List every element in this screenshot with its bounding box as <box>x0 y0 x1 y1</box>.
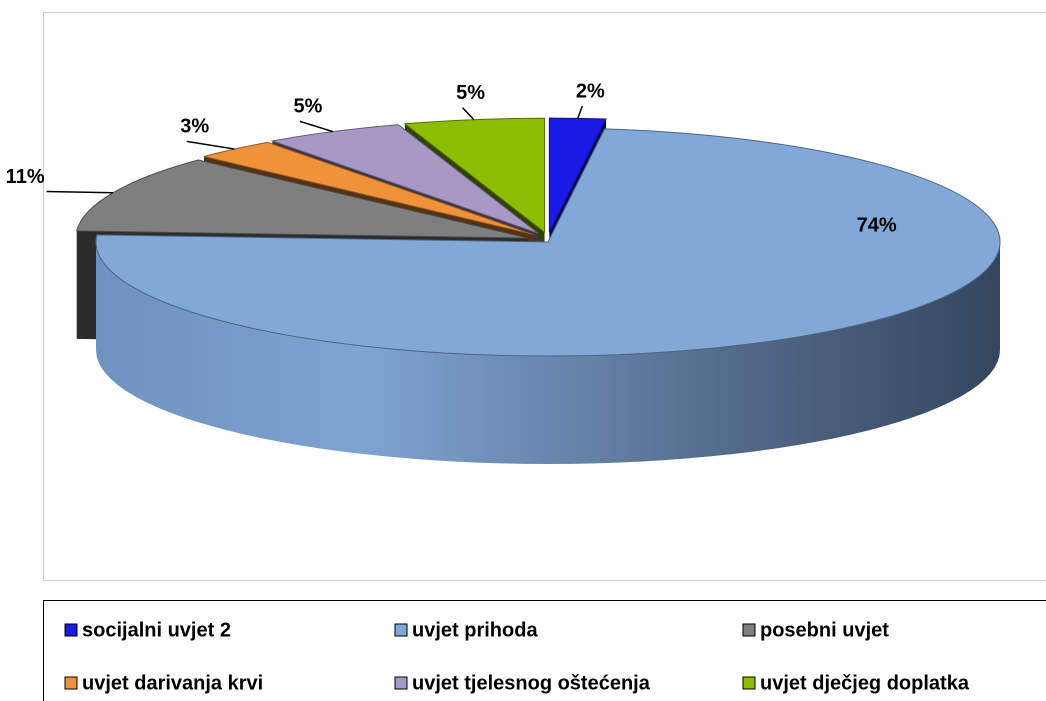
legend-label: uvjet tjelesnog oštećenja <box>412 672 651 694</box>
legend-label: uvjet dječjeg doplatka <box>760 672 970 694</box>
leader-line <box>461 107 475 121</box>
legend-label: uvjet darivanja krvi <box>82 672 263 694</box>
data-label: 74% <box>857 215 897 237</box>
legend-label: uvjet prihoda <box>412 619 538 641</box>
leader-line <box>186 140 235 150</box>
leader-line <box>299 120 334 133</box>
pie: 2% 5% 5% 3% 11% 74% <box>6 80 1001 464</box>
legend-swatch <box>394 676 408 690</box>
plot-area <box>43 12 1046 581</box>
legend-swatch <box>394 623 408 637</box>
legend-label: socijalni uvjet 2 <box>82 619 231 641</box>
data-label: 5% <box>294 96 323 118</box>
slice-top <box>76 159 528 239</box>
leader-line <box>577 105 584 119</box>
legend-swatch <box>742 676 756 690</box>
legend-box <box>43 600 1046 701</box>
data-label: 11% <box>6 166 45 188</box>
slice-top <box>95 128 1001 357</box>
slice-top <box>203 141 534 236</box>
slice-wall <box>96 242 1000 464</box>
slice-top <box>270 124 539 234</box>
slice-top <box>548 117 607 233</box>
slice <box>95 128 1001 464</box>
data-label: 5% <box>456 82 485 104</box>
slice-top <box>403 117 546 234</box>
legend: socijalni uvjet 2 uvjet prihoda posebni uv… <box>64 619 970 694</box>
data-label: 2% <box>576 80 605 102</box>
legend-swatch <box>742 623 756 637</box>
leader-line <box>46 190 113 194</box>
legend-swatch <box>64 623 78 637</box>
legend-label: posebni uvjet <box>760 619 889 641</box>
legend-swatch <box>64 676 78 690</box>
data-label: 3% <box>180 116 209 138</box>
